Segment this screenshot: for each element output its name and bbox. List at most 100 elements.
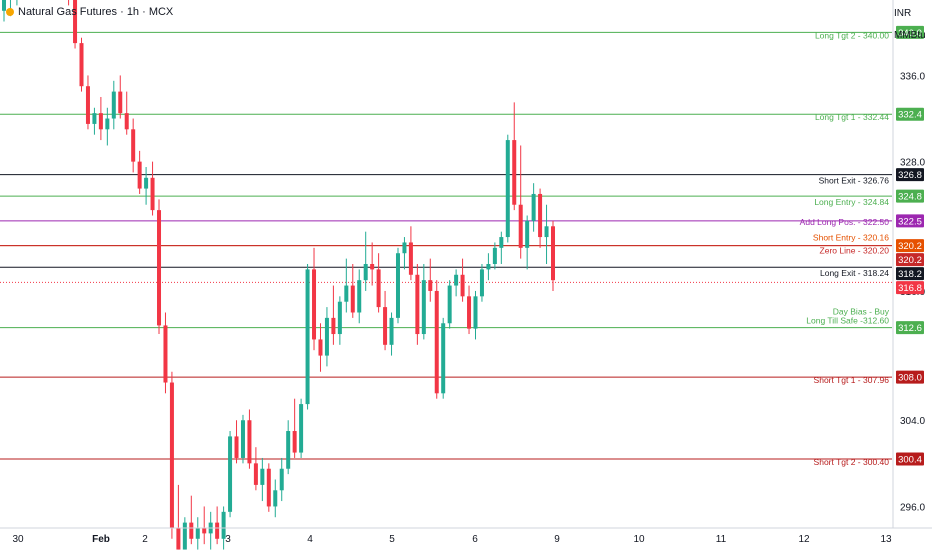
candle-body [350,285,355,313]
candle [421,264,426,340]
candle-body [215,522,220,539]
candle [486,253,491,281]
candle [240,414,245,464]
candle-body [169,382,174,528]
candle-body [105,118,110,130]
candle-body [286,431,291,469]
candle [318,323,323,372]
candle-body [202,528,207,534]
price-badge-label: 332.4 [898,110,922,121]
price-badge-label: 312.6 [898,323,922,334]
candle [550,220,556,291]
candle-body [505,140,510,238]
candle [247,409,252,469]
candle [441,317,446,399]
level-label: Short Tgt 1 - 307.96 [814,375,890,385]
unit-label[interactable]: MMBtu [894,30,926,41]
candle [150,161,155,216]
price-badge-bg [896,239,924,253]
candle [434,280,439,399]
candle [202,506,207,545]
price-badge: 340.0 [896,25,924,39]
candle-body [544,226,549,238]
candle-body [331,317,336,335]
candle-body [234,436,239,458]
candle-body [176,528,181,550]
time-axis[interactable]: 30 Feb 2 3 4 5 6 9 10 11 12 13 [12,534,892,545]
candle-body [337,301,342,335]
candle [428,258,433,302]
candle-body [92,113,97,124]
price-badge: 320.2 [896,253,924,267]
candle [279,457,284,502]
candle-body [260,468,265,485]
price-badge-bg [896,107,924,121]
candle [299,398,304,458]
price-badge: 316.8 [896,281,924,295]
candle [286,420,291,475]
candle-body [318,339,323,356]
x-tick-label: 10 [633,534,645,545]
candle-body [550,226,556,281]
candle-body [408,242,413,275]
candle [525,215,530,270]
currency-label[interactable]: INR [894,8,912,19]
candle-body [370,264,375,270]
candle-body [492,247,497,264]
candle [16,0,18,6]
candle [189,495,194,545]
candle [408,226,413,281]
level-label: Short Tgt 2 - 300.40 [814,457,890,467]
x-tick-label: 4 [307,534,313,545]
candle-body [79,43,84,87]
price-badge-label: 340.0 [898,28,922,39]
candle [85,75,90,130]
candle-body [221,511,226,539]
candle-body [479,269,484,297]
candle-body [428,280,433,291]
candle-body [395,253,400,318]
price-badge-bg [896,370,924,384]
x-tick-label: 12 [798,534,810,545]
candle [215,506,220,545]
candle-body [538,193,543,238]
price-badge: 322.5 [896,214,924,228]
level-label: Day Bias - Buy [833,307,890,317]
candle-body [486,264,491,270]
candle-body [531,193,536,221]
candle [92,107,97,135]
x-tick-label: 2 [142,534,148,545]
x-tick-label: Feb [92,534,110,545]
candle-body [383,307,388,345]
y-tick-label: 304.0 [900,416,925,427]
chart-title-text: Natural Gas Futures · 1h · MCX [18,6,174,18]
candle [337,296,342,345]
x-tick-label: 3 [225,534,231,545]
price-badge: 308.0 [896,370,924,384]
candle-body [292,431,297,453]
candle [447,280,452,329]
x-tick-label: 11 [716,534,727,545]
candle-body [447,285,452,324]
y-tick-label: 336.0 [900,71,925,82]
price-badge: 318.2 [896,267,924,281]
candle-body [240,420,245,458]
candle [512,102,517,211]
candle-body [376,269,381,308]
x-tick-label: 30 [12,534,24,545]
level-label: Short Exit - 326.76 [819,176,890,186]
candle [118,75,123,119]
candle-body [273,490,278,507]
candle-body [131,129,136,162]
price-badge: 312.6 [896,321,924,335]
candle-body [247,420,252,464]
candle [505,134,510,243]
candle [266,463,271,512]
candle-body [118,91,123,114]
level-label: Long Tgt 2 - 340.00 [815,30,889,40]
candle-body [124,113,129,130]
candle-body [499,237,504,248]
